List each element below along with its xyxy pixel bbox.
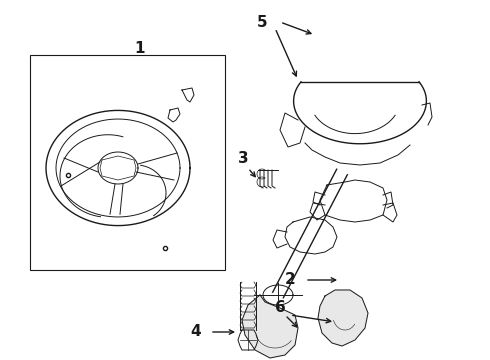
Polygon shape [242,295,298,358]
Polygon shape [318,290,368,346]
Text: 3: 3 [238,150,248,166]
Text: 6: 6 [274,301,285,315]
Text: 2: 2 [285,273,295,288]
Text: 1: 1 [135,41,145,55]
Text: 5: 5 [257,14,268,30]
Bar [30,55,225,270]
Text: 4: 4 [191,324,201,339]
